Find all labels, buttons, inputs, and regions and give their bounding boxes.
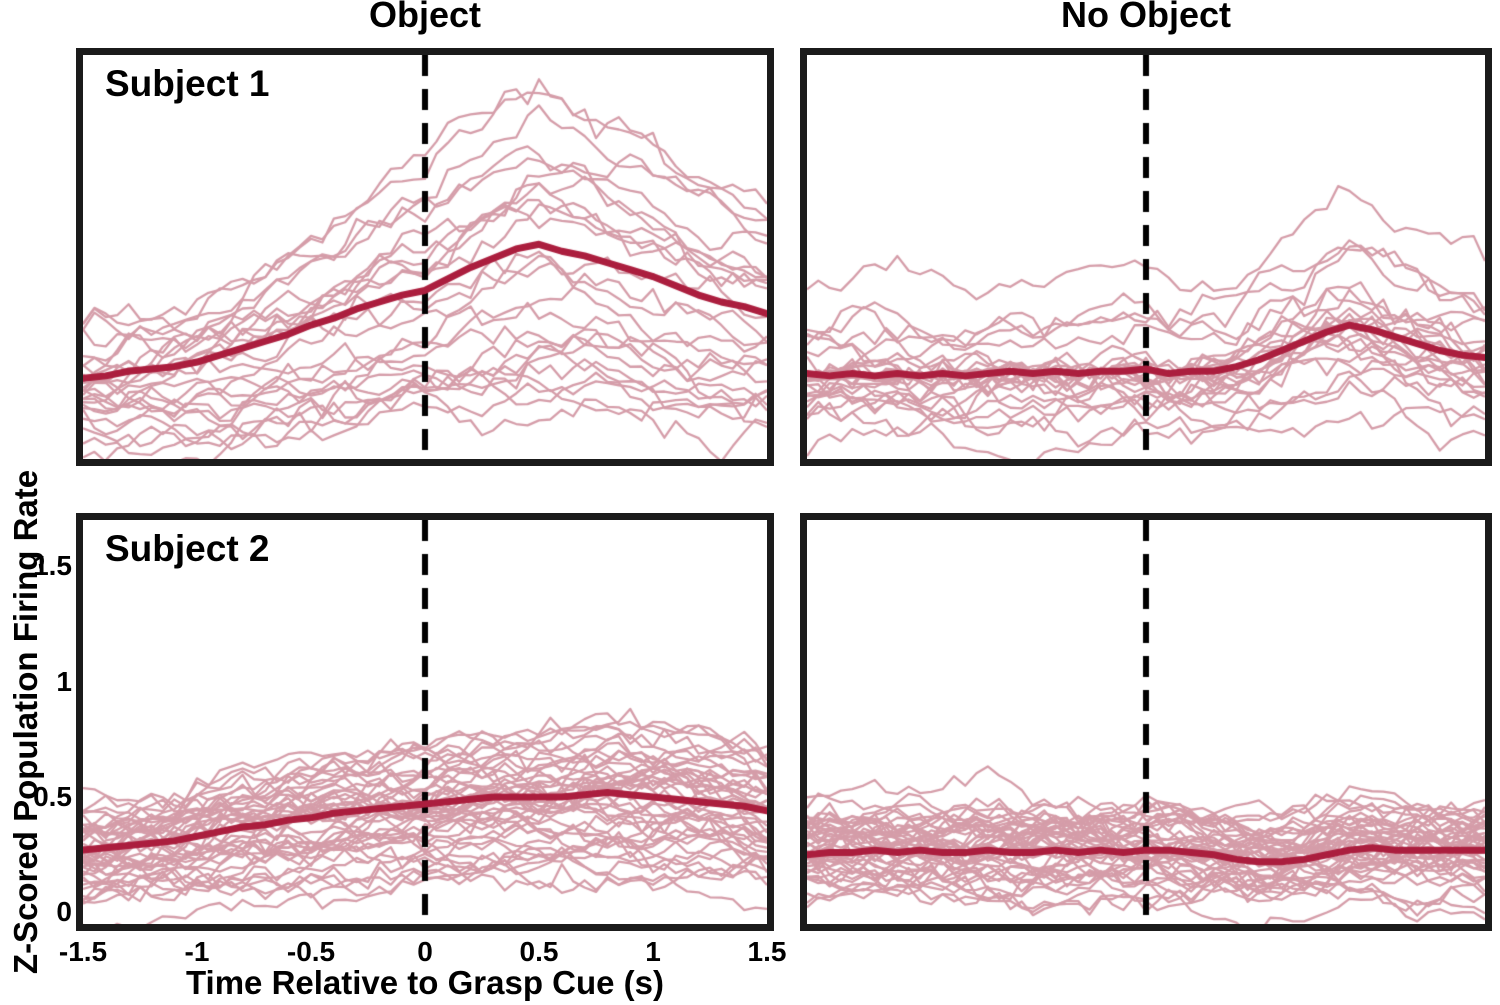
x-tick-label: 0: [417, 936, 433, 967]
column-title-no-object: No Object: [1060, 0, 1231, 35]
y-tick-label: 1.5: [33, 550, 72, 582]
x-axis-label: Time Relative to Grasp Cue (s): [185, 964, 665, 1001]
y-axis-label: Z-Scored Population Firing Rate: [7, 469, 44, 975]
y-tick-label: 1: [56, 665, 72, 697]
x-tick-label: -1: [184, 936, 210, 967]
x-tick-label: -1.5: [58, 936, 108, 967]
x-tick-label: 1: [645, 936, 661, 967]
plot-canvas-subject1-object: [83, 55, 767, 459]
column-title-object: Object: [368, 0, 482, 35]
panel-subject2-object: Subject 2: [76, 513, 774, 931]
x-tick-label: 1.5: [747, 936, 787, 967]
y-tick-label: 0.5: [33, 781, 72, 813]
plot-canvas-subject1-no-object: [807, 55, 1485, 459]
plot-canvas-subject2-no-object: [807, 520, 1485, 924]
panel-subject2-no-object: [800, 513, 1492, 931]
y-tick-label: 0: [56, 896, 72, 928]
plot-canvas-subject2-object: [83, 520, 767, 924]
panel-subject1-no-object: [800, 48, 1492, 466]
x-tick-label: 0.5: [519, 936, 559, 967]
x-tick-label: -0.5: [286, 936, 336, 967]
panel-subject1-object: Subject 1: [76, 48, 774, 466]
